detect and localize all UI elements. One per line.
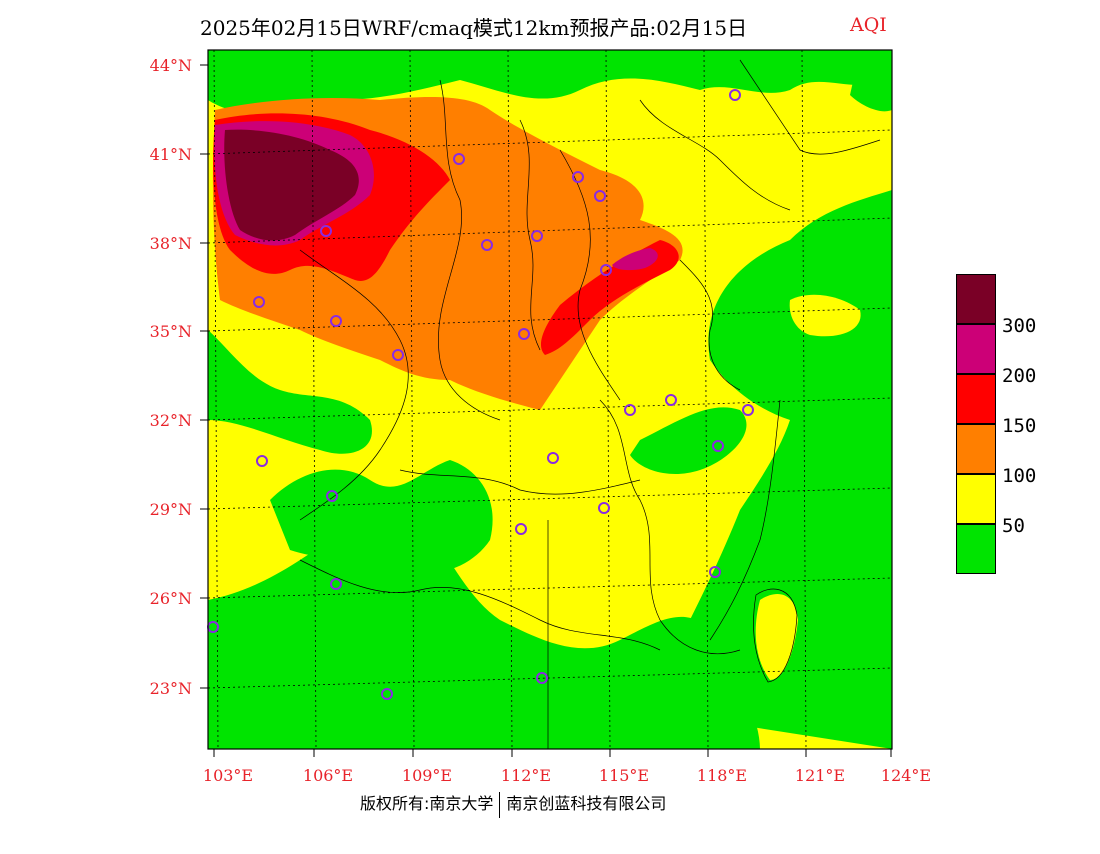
lon-label-106: 106°E (288, 766, 368, 785)
lat-label-32: 32°N (134, 411, 192, 430)
legend-swatch-usg (956, 424, 996, 474)
lat-label-23: 23°N (134, 679, 192, 698)
lon-label-121: 121°E (780, 766, 860, 785)
legend-label-300: 300 (1002, 315, 1036, 337)
legend-swatch-very-unhealthy (956, 324, 996, 374)
legend-swatch-hazardous (956, 274, 996, 324)
lat-label-35: 35°N (134, 322, 192, 341)
legend-label-200: 200 (1002, 365, 1036, 387)
lat-label-26: 26°N (134, 589, 192, 608)
legend-label-50: 50 (1002, 515, 1025, 537)
lat-label-38: 38°N (134, 234, 192, 253)
lon-label-109: 109°E (387, 766, 467, 785)
lat-label-29: 29°N (134, 500, 192, 519)
footer-separator (499, 792, 500, 818)
copyright-right: 南京创蓝科技有限公司 (506, 794, 666, 813)
lon-label-124: 124°E (866, 766, 946, 785)
lon-label-103: 103°E (188, 766, 268, 785)
legend-swatch-unhealthy (956, 374, 996, 424)
copyright-left: 版权所有:南京大学 (360, 794, 493, 813)
legend-label-150: 150 (1002, 415, 1036, 437)
aqi-legend (956, 274, 996, 574)
legend-swatch-moderate (956, 474, 996, 524)
lon-label-112: 112°E (486, 766, 566, 785)
legend-swatch-good (956, 524, 996, 574)
lat-label-44: 44°N (134, 56, 192, 75)
lat-label-41: 41°N (134, 145, 192, 164)
legend-label-100: 100 (1002, 465, 1036, 487)
copyright-footer: 版权所有:南京大学 南京创蓝科技有限公司 (360, 790, 666, 818)
lon-label-115: 115°E (584, 766, 664, 785)
lon-label-118: 118°E (682, 766, 762, 785)
